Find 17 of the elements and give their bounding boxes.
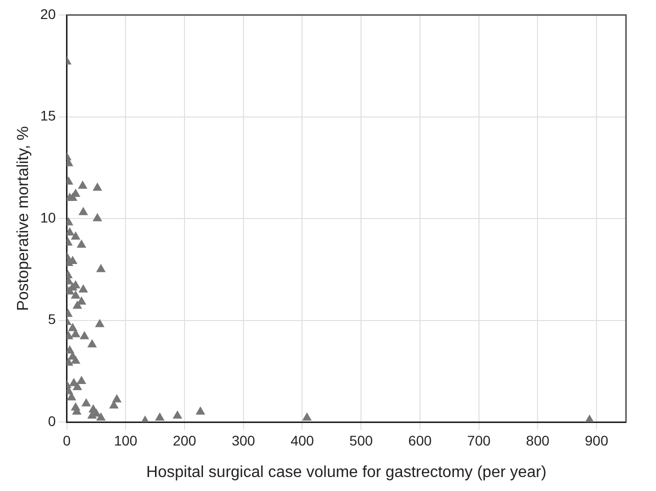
x-tick-label: 900 (584, 432, 608, 448)
x-tick-label: 400 (290, 432, 314, 448)
y-tick-label: 0 (48, 412, 56, 429)
y-tick-label: 20 (40, 6, 56, 22)
y-tick-label: 15 (40, 108, 56, 124)
y-tick-label: 5 (48, 311, 56, 328)
x-axis-title: Hospital surgical case volume for gastrectomy (per year) (146, 464, 546, 481)
x-tick-label: 200 (172, 432, 196, 448)
x-tick-label: 600 (408, 432, 432, 448)
x-tick-label: 700 (467, 432, 491, 448)
x-tick-label: 500 (349, 432, 373, 448)
x-tick-label: 100 (114, 432, 138, 448)
x-tick-label: 0 (62, 432, 71, 448)
x-tick-label: 300 (232, 432, 256, 448)
y-tick-label: 10 (40, 209, 56, 226)
y-axis-title: Postoperative mortality, % (15, 126, 32, 311)
x-tick-label: 800 (526, 432, 550, 448)
